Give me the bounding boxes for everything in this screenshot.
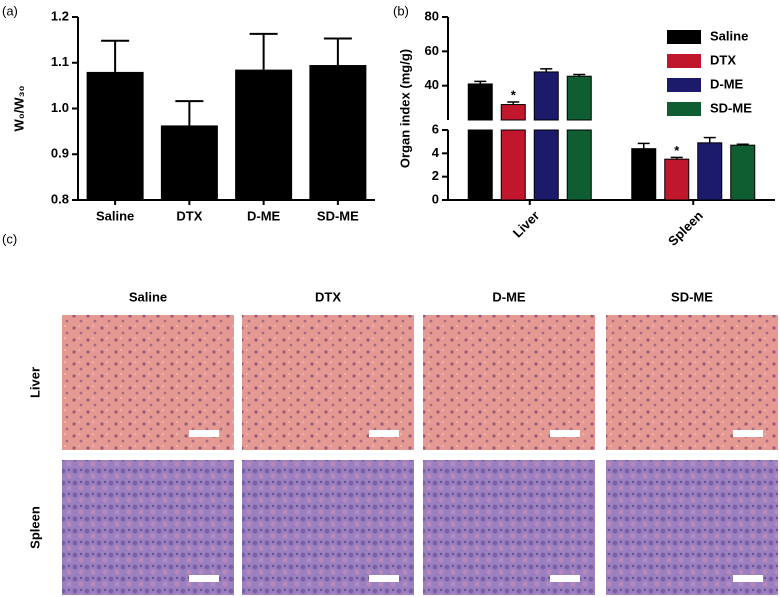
histology-image xyxy=(423,460,595,595)
histology-image xyxy=(242,460,414,595)
scale-bar xyxy=(369,575,399,582)
legend-swatch xyxy=(667,30,701,44)
histology-image xyxy=(423,315,595,450)
scale-bar xyxy=(189,575,219,582)
bar xyxy=(664,158,690,201)
bar-upper xyxy=(566,75,592,121)
row-label: Spleen xyxy=(27,506,42,549)
histology-image xyxy=(606,460,778,595)
row-label: Liver xyxy=(27,367,42,398)
legend-swatch xyxy=(667,78,701,92)
x-tick-label: Saline xyxy=(96,208,134,223)
bar-upper xyxy=(500,104,526,121)
bar-lower xyxy=(500,129,526,201)
column-header: Saline xyxy=(129,289,167,304)
bar xyxy=(86,71,144,201)
significance-mark: * xyxy=(511,87,517,102)
bar xyxy=(235,69,293,200)
y-tick-label: 1.2 xyxy=(51,8,69,23)
bar-lower xyxy=(533,129,559,201)
legend-swatch xyxy=(667,54,701,68)
y-tick-label: 0.8 xyxy=(51,191,69,206)
scale-bar xyxy=(550,430,580,437)
x-tick-label: Liver xyxy=(510,208,543,241)
column-header: SD-ME xyxy=(671,289,713,304)
y-tick-label: 0.9 xyxy=(51,146,69,161)
scale-bar xyxy=(189,430,219,437)
y-tick-label: 6 xyxy=(432,121,439,136)
y-tick-label: 80 xyxy=(425,8,439,23)
legend-label: D-ME xyxy=(710,76,744,91)
histology-image xyxy=(62,460,234,595)
panel-label: (b) xyxy=(393,3,409,18)
scale-bar xyxy=(550,575,580,582)
scale-bar xyxy=(369,430,399,437)
scale-bar xyxy=(733,430,763,437)
y-tick-label: 0 xyxy=(432,191,439,206)
bar-lower xyxy=(566,129,592,201)
bar-upper xyxy=(467,83,493,121)
y-tick-label: 4 xyxy=(432,145,440,160)
x-tick-label: DTX xyxy=(176,208,202,223)
y-axis-label: Organ index (mg/g) xyxy=(397,49,412,168)
bar-lower xyxy=(467,129,493,201)
column-header: DTX xyxy=(315,289,341,304)
bar xyxy=(160,125,218,200)
legend-label: Saline xyxy=(710,28,748,43)
y-tick-label: 40 xyxy=(425,77,439,92)
legend-label: DTX xyxy=(710,52,736,67)
y-tick-label: 1.0 xyxy=(51,100,69,115)
bar xyxy=(730,144,756,201)
histology-image xyxy=(606,315,778,450)
y-axis-label: W₀/W₃₀ xyxy=(11,85,26,131)
panel-label: (c) xyxy=(2,231,17,246)
x-tick-label: SD-ME xyxy=(317,208,359,223)
legend-label: SD-ME xyxy=(710,100,752,115)
bar xyxy=(697,142,723,201)
panel-label: (a) xyxy=(2,3,18,18)
bar-upper xyxy=(533,71,559,121)
bar xyxy=(309,65,367,200)
significance-mark: * xyxy=(674,143,680,158)
column-header: D-ME xyxy=(492,289,526,304)
y-tick-label: 2 xyxy=(432,168,439,183)
y-tick-label: 1.1 xyxy=(51,54,69,69)
bar xyxy=(631,148,657,201)
x-tick-label: D-ME xyxy=(247,208,281,223)
x-tick-label: Spleen xyxy=(665,208,706,249)
y-tick-label: 60 xyxy=(425,43,439,58)
histology-image xyxy=(62,315,234,450)
legend-swatch xyxy=(667,102,701,116)
histology-image xyxy=(242,315,414,450)
scale-bar xyxy=(733,575,763,582)
